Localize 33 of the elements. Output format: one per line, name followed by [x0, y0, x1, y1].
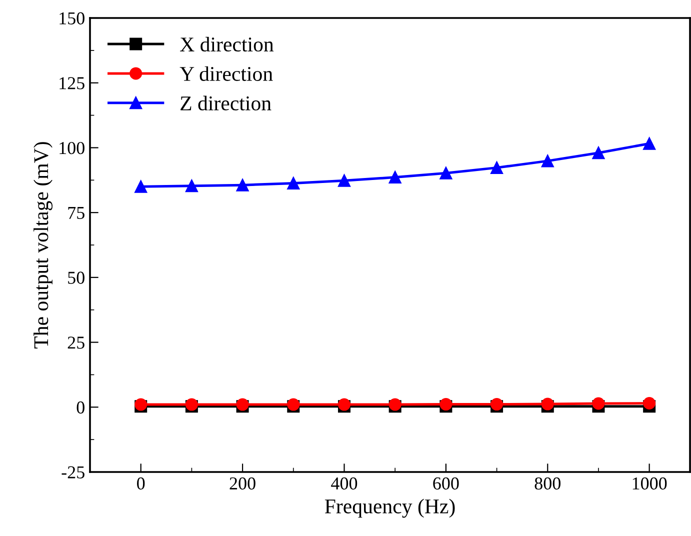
y-tick-label: 50	[68, 272, 84, 284]
point	[592, 397, 605, 410]
point	[388, 171, 402, 184]
x-tick-label: 600	[433, 477, 459, 490]
point	[287, 177, 300, 190]
x-axis-title: Frequency (Hz)	[324, 498, 455, 518]
y-tick-label: 75	[68, 207, 84, 220]
x-tick-label: 0	[137, 477, 145, 490]
y-tick-label: 125	[60, 77, 84, 90]
point	[643, 397, 656, 410]
point	[541, 398, 554, 410]
y-tick-label: 25	[68, 336, 84, 349]
point	[541, 154, 554, 168]
point	[592, 146, 605, 160]
x-tick-label: 800	[534, 477, 560, 490]
legend-label: Z direction	[180, 96, 272, 110]
y-tick-label: 0	[76, 401, 84, 414]
point	[236, 178, 249, 192]
y-axis-title: The output voltage (mV)	[34, 142, 52, 348]
legend-label: Y direction	[180, 66, 273, 81]
x-tick-label: 400	[331, 477, 358, 490]
point	[134, 180, 148, 193]
y-tick-label: 100	[60, 142, 84, 154]
legend-label: X direction	[180, 36, 274, 52]
y-tick-label: -25	[62, 466, 84, 478]
x-tick-label: 200	[230, 477, 256, 490]
point	[185, 180, 198, 192]
y-tick-label: 150	[60, 12, 84, 24]
point	[440, 166, 452, 180]
point	[643, 137, 656, 150]
point	[490, 161, 504, 174]
x-tick-label: 1000	[632, 477, 667, 490]
point	[338, 174, 350, 187]
